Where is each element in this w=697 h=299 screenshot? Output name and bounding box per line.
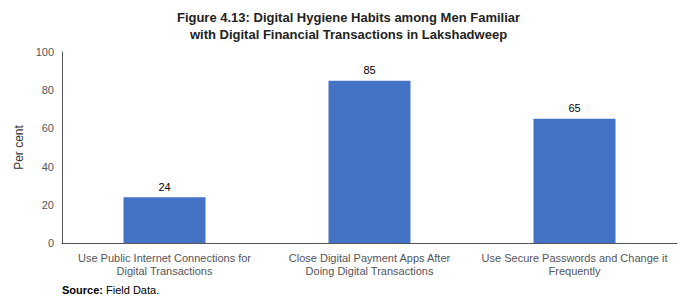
svg-text:Use Secure Passwords and Chang: Use Secure Passwords and Change it <box>482 252 668 264</box>
svg-text:Per cent: Per cent <box>12 124 26 169</box>
svg-text:Field Data.: Field Data. <box>103 284 159 296</box>
svg-text:40: 40 <box>42 161 54 173</box>
svg-text:Frequently: Frequently <box>549 265 601 277</box>
svg-text:with Digital Financial Transac: with Digital Financial Transactions in L… <box>189 27 507 42</box>
svg-text:20: 20 <box>42 199 54 211</box>
svg-text:65: 65 <box>568 102 580 114</box>
svg-text:Source:: Source: <box>62 284 103 296</box>
svg-text:Doing Digital Transactions: Doing Digital Transactions <box>306 265 434 277</box>
svg-text:80: 80 <box>42 84 54 96</box>
svg-text:85: 85 <box>363 64 375 76</box>
svg-text:24: 24 <box>158 181 170 193</box>
svg-text:0: 0 <box>48 237 54 249</box>
svg-text:Digital Transactions: Digital Transactions <box>117 265 213 277</box>
svg-text:60: 60 <box>42 122 54 134</box>
svg-text:Use Public Internet Connection: Use Public Internet Connections for <box>78 252 251 264</box>
svg-text:100: 100 <box>36 46 54 58</box>
svg-text:Figure 4.13: Digital Hygiene H: Figure 4.13: Digital Hygiene Habits amon… <box>177 10 520 25</box>
svg-text:Close Digital Payment Apps Aft: Close Digital Payment Apps After <box>289 252 451 264</box>
